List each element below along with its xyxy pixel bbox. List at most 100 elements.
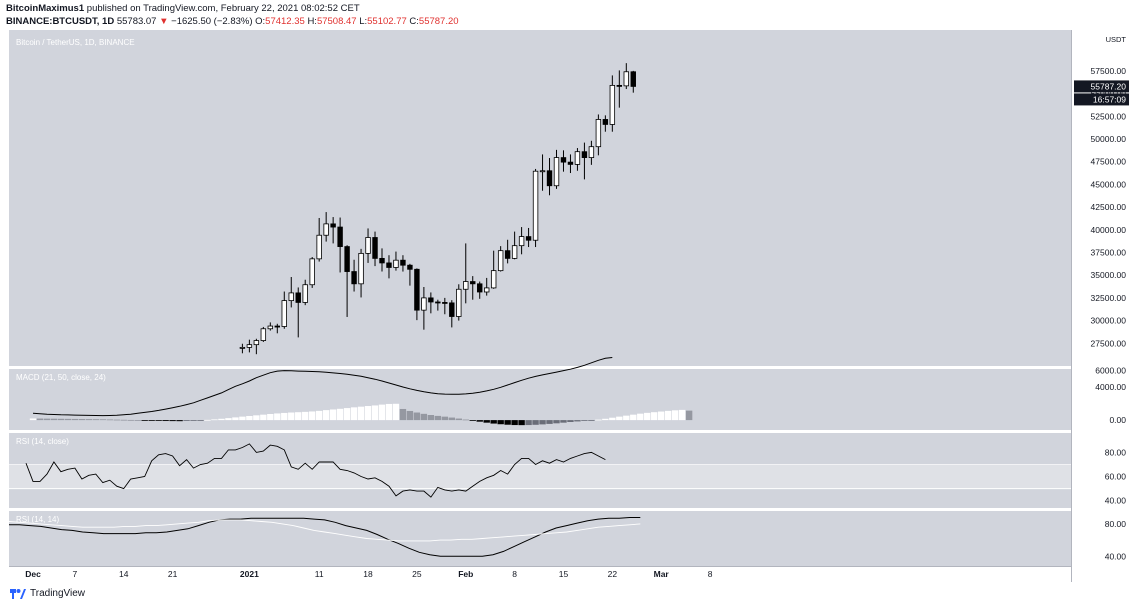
- last-price-badge: [1074, 80, 1129, 93]
- time-tick-label: 11: [315, 569, 324, 579]
- candle-down: [560, 157, 567, 163]
- macd-histogram-bar: [637, 413, 644, 421]
- price-tick-label: 42500.00: [1091, 202, 1127, 212]
- price-tick-label: 27500.00: [1091, 338, 1127, 348]
- macd-histogram-bar: [239, 416, 246, 421]
- macd-histogram-bar: [553, 420, 560, 424]
- price-tick-label: 57500.00: [1091, 66, 1127, 76]
- macd-histogram-bar: [678, 409, 686, 421]
- macd-histogram-bar: [350, 407, 358, 421]
- macd-tick-label: 0.00: [1109, 415, 1126, 425]
- macd-histogram-bar: [651, 412, 658, 421]
- candle-down: [581, 151, 588, 158]
- macd-histogram-bar: [434, 415, 442, 421]
- down-arrow-icon: ▼: [159, 16, 169, 27]
- macd-histogram-bar: [253, 415, 260, 421]
- price-change: −1625.50 (−2.83%): [171, 16, 253, 27]
- candle-up: [358, 252, 364, 285]
- macd-histogram-bar: [406, 410, 414, 421]
- rsi2-pane-background: [9, 511, 1071, 566]
- publish-line: BitcoinMaximus1 published on TradingView…: [6, 3, 360, 14]
- macd-pane-background: [9, 369, 1071, 430]
- tradingview-logo: TradingView: [10, 588, 85, 599]
- countdown-label: 16:57:09: [1093, 94, 1126, 104]
- macd-histogram-bar: [85, 419, 93, 421]
- macd-histogram-bar: [106, 419, 113, 421]
- candle-down: [379, 257, 385, 264]
- macd-histogram-bar: [190, 420, 197, 421]
- rsi-band: [9, 464, 1071, 489]
- macd-histogram-bar: [120, 419, 127, 421]
- candle-up: [490, 270, 497, 289]
- macd-histogram-bar: [462, 419, 469, 421]
- price-tick-label: 40000.00: [1091, 225, 1127, 235]
- candle-up: [309, 258, 315, 286]
- tradingview-logo-icon: [10, 588, 26, 599]
- candle-up: [393, 259, 399, 268]
- macd-histogram-bar: [43, 418, 51, 421]
- candle-down: [351, 271, 357, 285]
- macd-histogram-bar: [183, 420, 190, 421]
- macd-histogram-bar: [658, 411, 665, 421]
- price-tick-label: 32500.00: [1091, 293, 1127, 303]
- macd-histogram-bar: [546, 420, 553, 424]
- macd-histogram-bar: [469, 420, 476, 421]
- candle-up: [553, 157, 560, 187]
- time-tick-label: 8: [512, 569, 517, 579]
- candle-up: [288, 292, 294, 302]
- macd-histogram-bar: [78, 419, 86, 421]
- candle-up: [588, 146, 595, 158]
- macd-histogram-bar: [211, 419, 218, 421]
- candle-down: [567, 161, 574, 165]
- macd-histogram-bar: [525, 420, 532, 426]
- candle-down: [602, 119, 609, 125]
- macd-histogram-bar: [504, 420, 511, 425]
- rsi2-line: [9, 517, 641, 557]
- macd-histogram-bar: [127, 419, 134, 421]
- tradingview-brand: TradingView: [30, 588, 86, 599]
- candle-up: [595, 119, 602, 148]
- macd-histogram-bar: [588, 420, 595, 421]
- macd-tick-label: 4000.00: [1095, 382, 1126, 392]
- macd-histogram-bar: [343, 408, 351, 421]
- candle-up: [267, 325, 274, 330]
- candle-up: [421, 297, 427, 311]
- high-label: H:: [307, 16, 317, 27]
- candle-up: [246, 344, 253, 348]
- candle-down: [428, 297, 434, 303]
- candle-up: [532, 170, 539, 241]
- macd-title: MACD (21, 50, close, 24): [16, 373, 106, 382]
- price-tick-label: 35000.00: [1091, 270, 1127, 280]
- macd-histogram-bar: [448, 417, 455, 421]
- macd-histogram-bar: [413, 412, 421, 421]
- macd-histogram-bar: [664, 410, 672, 421]
- macd-histogram-bar: [532, 420, 539, 425]
- rsi-tick-label: 80.00: [1105, 447, 1127, 457]
- price-unit-label: USDT: [1106, 35, 1127, 44]
- open-label: O:: [255, 16, 266, 27]
- last-price-label: 55787.20: [1091, 81, 1127, 91]
- time-tick-label: 15: [559, 569, 569, 579]
- macd-histogram-bar: [113, 419, 120, 421]
- macd-histogram-bar: [92, 419, 100, 421]
- rsi2-tick-label: 80.00: [1105, 519, 1127, 529]
- macd-histogram-bar: [329, 409, 337, 421]
- candle-down: [337, 226, 343, 247]
- macd-line: [32, 357, 613, 417]
- publish-info: published on TradingView.com, February 2…: [86, 3, 360, 14]
- macd-histogram-bar: [50, 418, 58, 421]
- candle-up: [323, 223, 329, 236]
- macd-histogram-bar: [246, 415, 253, 421]
- macd-histogram-bar: [630, 414, 637, 421]
- candle-down: [372, 237, 378, 259]
- candle-up: [539, 170, 546, 173]
- time-tick-label: 14: [119, 569, 129, 579]
- macd-histogram-bar: [218, 418, 225, 421]
- candle-up: [302, 284, 308, 303]
- macd-histogram-bar: [295, 412, 302, 421]
- close-value: 55787.20: [418, 16, 459, 27]
- rsi2-title: RSI (14, 14): [16, 515, 59, 524]
- candle-up: [574, 151, 581, 165]
- macd-histogram-bar: [455, 418, 462, 421]
